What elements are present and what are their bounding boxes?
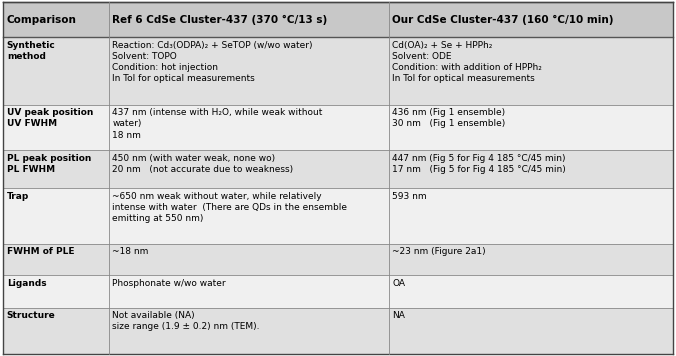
Text: UV peak position
UV FWHM: UV peak position UV FWHM xyxy=(7,108,93,129)
Text: ~650 nm weak without water, while relatively
intense with water  (There are QDs : ~650 nm weak without water, while relati… xyxy=(112,192,347,223)
Text: Cd(OA)₂ + Se + HPPh₂
Solvent: ODE
Condition: with addition of HPPh₂
In Tol for o: Cd(OA)₂ + Se + HPPh₂ Solvent: ODE Condit… xyxy=(392,41,542,83)
Text: PL peak position
PL FWHM: PL peak position PL FWHM xyxy=(7,154,91,174)
Text: OA: OA xyxy=(392,279,405,288)
Text: Our CdSe Cluster-437 (160 °C/10 min): Our CdSe Cluster-437 (160 °C/10 min) xyxy=(392,15,614,25)
Text: Comparison: Comparison xyxy=(7,15,76,25)
Text: Trap: Trap xyxy=(7,192,29,201)
Text: FWHM of PLE: FWHM of PLE xyxy=(7,247,74,256)
Text: Ligands: Ligands xyxy=(7,279,47,288)
Text: Phosphonate w/wo water: Phosphonate w/wo water xyxy=(112,279,226,288)
Bar xyxy=(3,275,673,308)
Bar xyxy=(3,308,673,354)
Bar xyxy=(3,188,673,244)
Text: Reaction: Cd₃(ODPA)₂ + SeTOP (w/wo water)
Solvent: TOPO
Condition: hot injection: Reaction: Cd₃(ODPA)₂ + SeTOP (w/wo water… xyxy=(112,41,313,83)
Bar xyxy=(3,244,673,275)
Text: ~18 nm: ~18 nm xyxy=(112,247,149,256)
Bar xyxy=(3,150,673,188)
Text: Not available (NA)
size range (1.9 ± 0.2) nm (TEM).: Not available (NA) size range (1.9 ± 0.2… xyxy=(112,311,260,331)
Bar xyxy=(3,105,673,150)
Text: ~23 nm (Figure 2a1): ~23 nm (Figure 2a1) xyxy=(392,247,486,256)
Bar xyxy=(3,2,673,37)
Text: 437 nm (intense with H₂O, while weak without
water)
18 nm: 437 nm (intense with H₂O, while weak wit… xyxy=(112,108,323,140)
Text: Synthetic
method: Synthetic method xyxy=(7,41,55,61)
Text: Structure: Structure xyxy=(7,311,55,320)
Text: 436 nm (Fig 1 ensemble)
30 nm   (Fig 1 ensemble): 436 nm (Fig 1 ensemble) 30 nm (Fig 1 ens… xyxy=(392,108,506,129)
Text: 593 nm: 593 nm xyxy=(392,192,427,201)
Text: 447 nm (Fig 5 for Fig 4 185 °C/45 min)
17 nm   (Fig 5 for Fig 4 185 °C/45 min): 447 nm (Fig 5 for Fig 4 185 °C/45 min) 1… xyxy=(392,154,566,174)
Text: NA: NA xyxy=(392,311,405,320)
Text: Ref 6 CdSe Cluster-437 (370 °C/13 s): Ref 6 CdSe Cluster-437 (370 °C/13 s) xyxy=(112,15,328,25)
Text: 450 nm (with water weak, none wo)
20 nm   (not accurate due to weakness): 450 nm (with water weak, none wo) 20 nm … xyxy=(112,154,293,174)
Bar xyxy=(3,37,673,105)
